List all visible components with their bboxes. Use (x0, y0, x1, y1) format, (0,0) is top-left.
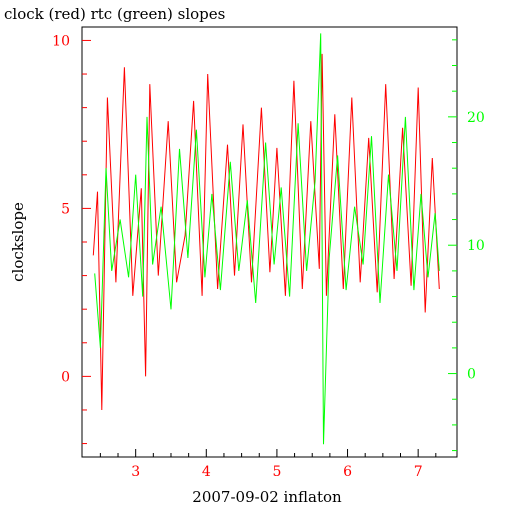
x-tick-label: 6 (343, 464, 352, 480)
series-line-rtc (94, 33, 440, 445)
chart-title: clock (red) rtc (green) slopes (4, 5, 225, 23)
series-layer (92, 33, 440, 445)
x-tick-label: 7 (414, 464, 423, 480)
x-tick-label: 3 (131, 464, 140, 480)
x-axis-label: 2007-09-02 inflaton (192, 488, 342, 506)
tick-layer: 3 4 5 6 7 0 5 10 0 10 20 (52, 33, 485, 480)
left-tick-label: 0 (61, 369, 70, 385)
right-tick-label: 0 (467, 367, 476, 383)
series-line-clock (92, 53, 440, 411)
left-tick-label: 5 (61, 201, 70, 217)
x-tick-label: 5 (272, 464, 281, 480)
left-tick-label: 10 (52, 33, 70, 49)
y-axis-label: clockslope (9, 202, 27, 282)
x-tick-label: 4 (202, 464, 211, 480)
right-tick-label: 20 (467, 110, 485, 126)
plot-frame (81, 26, 458, 458)
right-tick-label: 10 (467, 238, 485, 254)
